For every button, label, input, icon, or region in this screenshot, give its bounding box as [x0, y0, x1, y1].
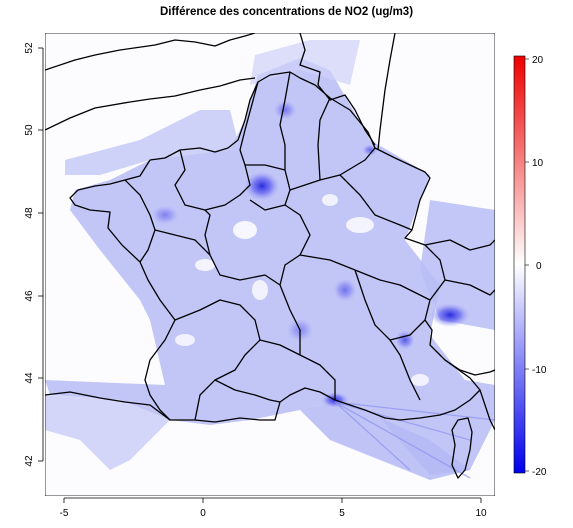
map-plot-area	[45, 33, 495, 496]
x-tick-label: 0	[200, 508, 206, 519]
y-axis	[38, 47, 44, 462]
alps-hotspot	[430, 303, 470, 327]
y-tick-label: 46	[24, 290, 35, 302]
x-tick-label: 10	[475, 508, 487, 519]
concentration-field	[45, 40, 495, 480]
colorbar-gradient	[513, 55, 526, 474]
paris-hotspot	[244, 171, 280, 201]
x-axis	[63, 497, 482, 503]
colorbar-tick-label: -20	[532, 467, 547, 478]
y-tick-label: 42	[24, 455, 35, 467]
map-title: Différence des concentrations de NO2 (ug…	[159, 6, 414, 18]
y-tick-label: 44	[24, 372, 35, 384]
colorbar-tick-label: 10	[532, 158, 544, 169]
colorbar: 20 10 0 -10 -20	[513, 55, 547, 478]
y-tick-label: 48	[24, 207, 35, 219]
colorbar-tick-label: 0	[536, 261, 542, 272]
x-tick-label: -5	[60, 508, 69, 519]
borders	[45, 33, 495, 479]
x-tick-label: 5	[339, 508, 345, 519]
y-tick-label: 50	[24, 124, 35, 136]
colorbar-tick-label: 20	[532, 55, 544, 66]
colorbar-tick-label: -10	[532, 365, 547, 376]
y-tick-label: 52	[24, 42, 35, 54]
